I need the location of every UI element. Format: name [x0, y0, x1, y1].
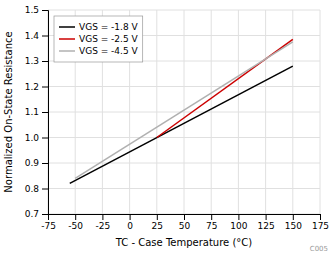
- x-tick: -50: [68, 214, 83, 231]
- x-tick-label: 50: [179, 221, 191, 231]
- y-axis-line: [42, 11, 49, 215]
- x-tick-mark: [75, 214, 76, 220]
- legend-swatch: [59, 26, 75, 28]
- y-tick: 0.7: [25, 209, 48, 219]
- x-tick-mark: [157, 214, 158, 220]
- y-tick-label: 1.4: [25, 31, 40, 41]
- y-tick: 0.8: [25, 184, 48, 194]
- y-tick-mark: [42, 87, 48, 88]
- legend: VGS = -1.8 V VGS = -2.5 V VGS = -4.5 V: [54, 16, 143, 62]
- y-tick-mark: [42, 61, 48, 62]
- legend-swatch: [59, 50, 75, 52]
- x-tick: 150: [285, 214, 302, 231]
- y-tick-mark: [42, 112, 48, 113]
- x-tick-mark: [102, 214, 103, 220]
- x-tick: 75: [206, 214, 217, 231]
- x-tick: -75: [41, 214, 56, 231]
- y-tick-mark: [42, 189, 48, 190]
- y-tick: 1.5: [25, 5, 48, 15]
- x-tick-label: 150: [285, 221, 302, 231]
- x-tick-mark: [266, 214, 267, 220]
- y-tick-mark: [42, 10, 48, 11]
- y-tick: 1.0: [25, 133, 48, 143]
- x-tick-label: -50: [68, 221, 83, 231]
- y-tick-label: 1.2: [25, 82, 39, 92]
- legend-swatch: [59, 38, 75, 40]
- x-tick: -25: [96, 214, 111, 231]
- x-tick-mark: [211, 214, 212, 220]
- x-axis-line: [49, 215, 321, 221]
- x-tick-mark: [130, 214, 131, 220]
- x-tick: 50: [179, 214, 191, 231]
- y-tick-mark: [42, 214, 48, 215]
- x-tick-label: 25: [152, 221, 163, 231]
- y-tick: 1.3: [25, 56, 48, 66]
- x-axis: -75 -50 -25 0 25 50 75 100 125 150 175: [41, 214, 329, 231]
- y-axis: 0.7 0.8 0.9 1.0 1.1 1.2 1.3 1.4 1.5: [25, 5, 49, 219]
- grid-line-y: [48, 163, 320, 164]
- grid: [48, 10, 320, 214]
- legend-box: [54, 16, 143, 62]
- x-tick-label: 125: [258, 221, 275, 231]
- x-axis-title: TC - Case Temperature (°C): [115, 237, 253, 248]
- y-tick: 1.1: [25, 107, 48, 117]
- grid-line-y: [48, 137, 320, 138]
- x-tick: 175: [312, 214, 329, 231]
- y-tick-label: 0.7: [25, 209, 39, 219]
- y-tick-label: 0.8: [25, 184, 40, 194]
- grid-line-y: [48, 112, 320, 113]
- legend-label: VGS = -2.5 V: [79, 34, 139, 44]
- chart: -75 -50 -25 0 25 50 75 100 125 150 175 0.7 0.8 0.9 1.0…: [0, 0, 332, 254]
- y-tick: 1.4: [25, 31, 48, 41]
- x-tick-label: 100: [230, 221, 247, 231]
- series-line: [70, 66, 293, 183]
- y-tick-label: 1.3: [25, 56, 39, 66]
- y-tick-mark: [42, 163, 48, 164]
- y-tick-label: 1.5: [25, 5, 39, 15]
- x-tick-label: -75: [41, 221, 56, 231]
- grid-line-y: [48, 188, 320, 189]
- x-tick-mark: [293, 214, 294, 220]
- x-tick: 25: [152, 214, 163, 231]
- x-tick: 100: [230, 214, 247, 231]
- legend-label: VGS = -1.8 V: [79, 22, 139, 32]
- x-tick-mark: [320, 214, 321, 220]
- y-tick: 0.9: [25, 158, 48, 168]
- annotation: C005: [310, 245, 328, 253]
- x-tick-label: -25: [96, 221, 111, 231]
- x-tick-mark: [238, 214, 239, 220]
- plot: -75 -50 -25 0 25 50 75 100 125 150 175 0.7 0.8 0.9 1.0…: [25, 5, 329, 231]
- x-tick-label: 0: [127, 221, 133, 231]
- y-axis-title: Normalized On-State Resistance: [3, 31, 14, 192]
- x-tick-label: 75: [206, 221, 217, 231]
- y-tick-mark: [42, 36, 48, 37]
- grid-line-y: [48, 86, 320, 87]
- y-tick-label: 1.1: [25, 107, 39, 117]
- x-tick: 0: [127, 214, 133, 231]
- x-tick-label: 175: [312, 221, 329, 231]
- y-tick-mark: [42, 138, 48, 139]
- y-tick-label: 1.0: [25, 133, 40, 143]
- x-tick: 125: [258, 214, 275, 231]
- y-tick-label: 0.9: [25, 158, 40, 168]
- x-tick-mark: [184, 214, 185, 220]
- grid-line-y: [48, 10, 320, 11]
- legend-label: VGS = -4.5 V: [79, 46, 139, 56]
- y-tick: 1.2: [25, 82, 48, 92]
